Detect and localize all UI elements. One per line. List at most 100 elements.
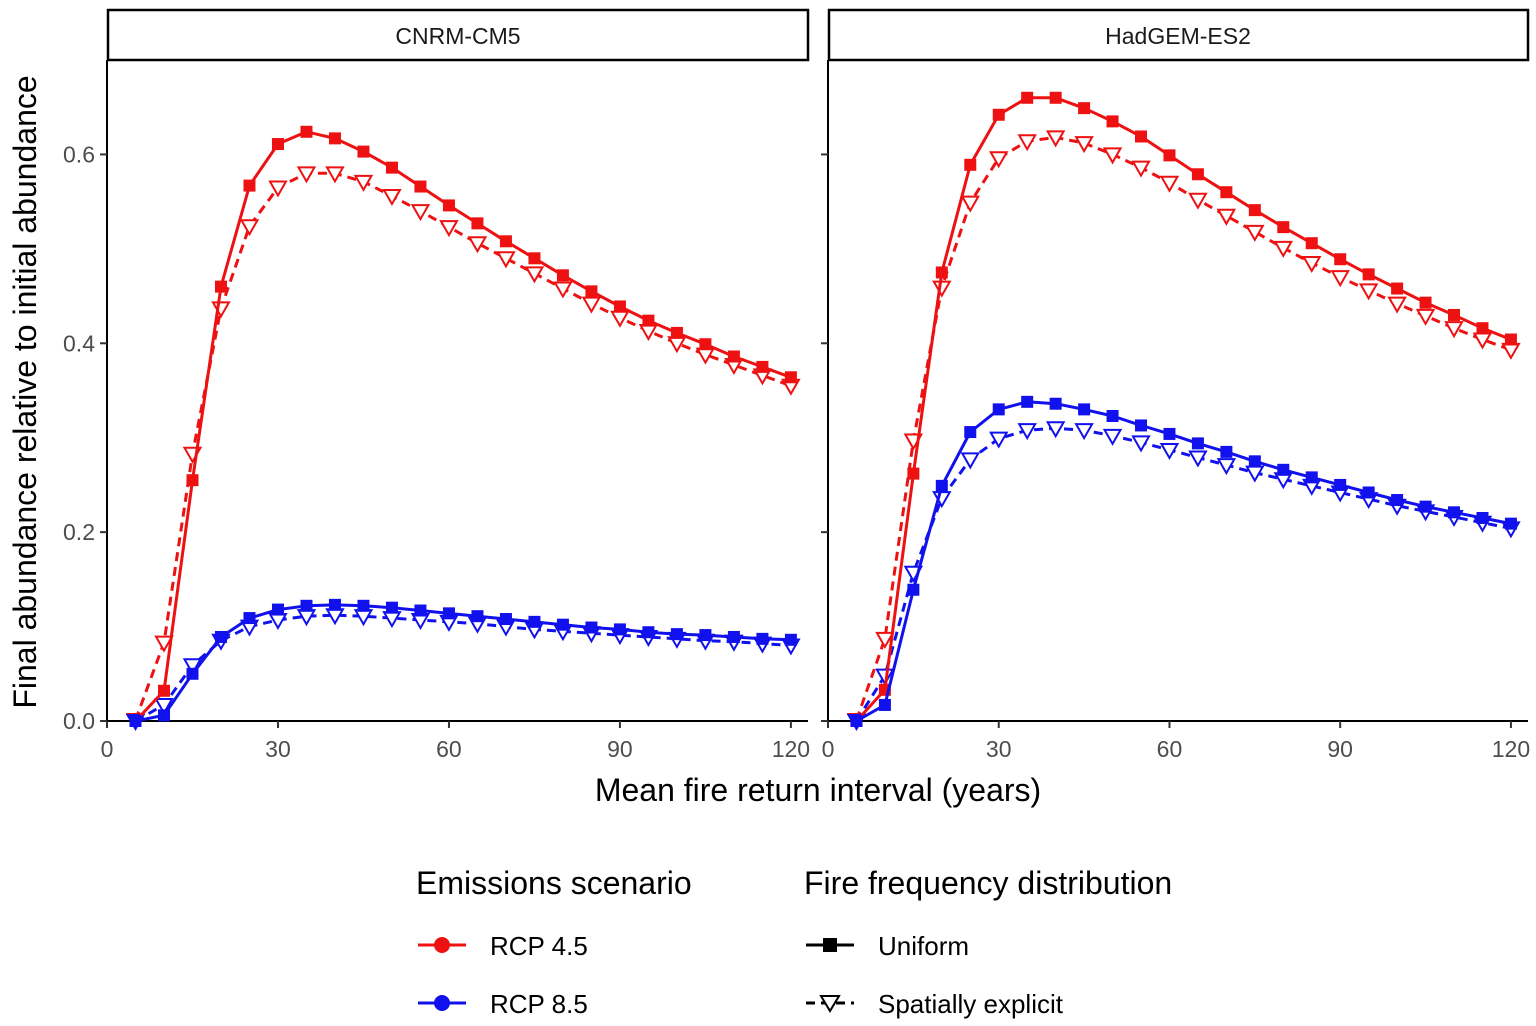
data-point-square <box>1163 427 1176 440</box>
data-point-square <box>1220 186 1233 199</box>
data-point-square <box>157 684 170 697</box>
legend-label-spatial: Spatially explicit <box>878 989 1064 1019</box>
data-point-square <box>1277 221 1290 234</box>
data-point-square <box>271 138 284 151</box>
data-point-triangle <box>1501 342 1521 360</box>
data-point-square <box>1135 130 1148 143</box>
data-point-square <box>1191 168 1204 181</box>
data-point-triangle <box>1188 192 1208 210</box>
data-point-triangle <box>1387 296 1407 314</box>
x-tick-label: 0 <box>822 736 835 762</box>
data-point-triangle <box>1017 134 1037 152</box>
series-line <box>855 426 1512 722</box>
data-point-square <box>756 360 769 373</box>
data-point-square <box>1049 397 1062 410</box>
legend-point-spatial <box>819 995 841 1013</box>
data-point-square <box>243 179 256 192</box>
data-point-triangle <box>989 151 1009 169</box>
y-tick-label: 0.4 <box>63 330 95 356</box>
x-axis-title: Mean fire return interval (years) <box>595 772 1041 808</box>
data-point-square <box>471 217 484 230</box>
data-point-square <box>964 426 977 439</box>
series-line <box>855 400 1512 723</box>
data-point-triangle <box>439 220 459 238</box>
data-point-triangle <box>932 280 952 298</box>
data-point-square <box>1078 403 1091 416</box>
data-point-square <box>670 628 683 641</box>
data-point-square <box>271 603 284 616</box>
data-point-triangle <box>1216 458 1237 476</box>
data-point-square <box>1191 437 1204 450</box>
panel-hadgem-es2: 0 30 60 90 120 <box>821 60 1530 762</box>
data-point-square <box>1362 486 1375 499</box>
data-point-square <box>414 604 427 617</box>
data-point-triangle <box>1444 321 1464 339</box>
panel-title-left: CNRM-CM5 <box>395 23 520 49</box>
data-point-triangle <box>1131 160 1151 178</box>
data-point-square <box>1362 268 1375 281</box>
data-point-triangle <box>410 204 431 222</box>
data-point-square <box>699 338 712 351</box>
data-point-square <box>756 632 769 645</box>
data-point-square <box>442 199 455 212</box>
data-point-triangle <box>1017 423 1037 441</box>
data-point-triangle <box>296 166 317 184</box>
data-point-triangle <box>524 266 545 284</box>
data-point-triangle <box>1131 435 1151 453</box>
data-point-triangle <box>467 236 488 254</box>
data-point-square <box>1135 419 1148 432</box>
data-point-triangle <box>1074 136 1094 154</box>
data-point-square <box>964 158 977 171</box>
data-point-triangle <box>1188 450 1208 468</box>
data-point-triangle <box>989 431 1009 449</box>
data-point-square <box>1419 296 1432 309</box>
data-point-triangle <box>960 195 980 213</box>
series-rcp-8-5-spatially-explicit <box>846 421 1521 732</box>
data-point-triangle <box>382 188 402 206</box>
data-point-square <box>1504 333 1517 346</box>
data-point-square <box>300 125 313 138</box>
data-point-square <box>1504 517 1517 530</box>
data-point-triangle <box>610 310 630 328</box>
data-point-square <box>1106 409 1119 422</box>
x-tick-label: 120 <box>772 736 810 762</box>
data-point-triangle <box>1273 240 1294 258</box>
data-point-square <box>442 607 455 620</box>
data-point-square <box>1078 102 1091 115</box>
data-point-triangle <box>496 251 516 269</box>
data-point-square <box>907 583 920 596</box>
strip-box-right <box>827 8 1530 62</box>
legend-key-spatial <box>806 995 854 1013</box>
data-point-square <box>1391 282 1404 295</box>
data-point-triangle <box>1102 147 1123 165</box>
data-point-square <box>528 252 541 265</box>
data-point-square <box>328 598 341 611</box>
data-point-square <box>1448 308 1461 321</box>
data-point-triangle <box>638 324 659 342</box>
data-point-triangle <box>268 180 288 198</box>
data-point-square <box>471 610 484 623</box>
series-line <box>134 171 792 721</box>
series-rcp-4-5-spatially-explicit <box>846 130 1521 731</box>
legend-point-uniform <box>823 938 837 952</box>
data-point-square <box>727 350 740 363</box>
data-point-triangle <box>211 301 231 319</box>
series-line <box>855 135 1512 721</box>
x-tick-label: 90 <box>1327 736 1353 762</box>
series-line <box>134 613 791 723</box>
data-point-triangle <box>154 635 174 653</box>
data-point-square <box>935 266 948 279</box>
data-point-square <box>1476 322 1489 335</box>
data-point-square <box>1448 506 1461 519</box>
data-point-square <box>1021 91 1034 104</box>
data-point-square <box>328 132 341 145</box>
data-point-square <box>499 235 512 248</box>
data-point-triangle <box>353 174 374 192</box>
legend-point-rcp85 <box>434 995 450 1011</box>
series-rcp-8-5-spatially-explicit <box>125 608 801 732</box>
data-point-square <box>499 613 512 626</box>
strip-box-left <box>106 8 810 62</box>
x-tick-label: 30 <box>986 736 1012 762</box>
data-point-triangle <box>268 612 288 630</box>
